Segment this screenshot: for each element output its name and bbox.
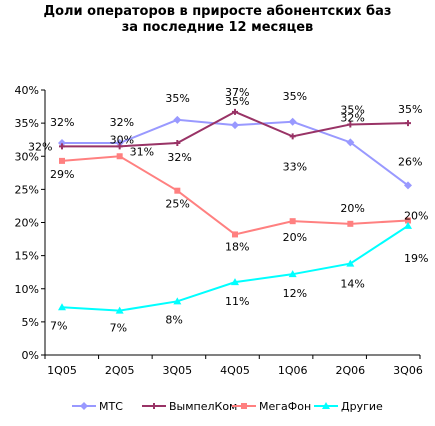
series-3-line [61, 155, 409, 236]
y-tick-label: 25% [15, 183, 39, 196]
series-1-point [231, 121, 239, 130]
legend-label-2: ВымпелКом [169, 400, 237, 413]
series-4-point [404, 221, 412, 229]
series-2-data-label: 37% [225, 86, 249, 99]
x-tick-label: 4Q05 [220, 364, 250, 377]
y-tick-label: 40% [15, 84, 39, 97]
x-tick-label: 1Q06 [278, 364, 308, 377]
series-1-point [115, 139, 124, 147]
series-2-point [405, 120, 411, 127]
series-4-point [346, 259, 355, 267]
series-1-data-label: 35% [283, 90, 307, 103]
series-2-data-label: 35% [398, 103, 422, 116]
y-tick-label: 20% [15, 217, 39, 230]
series-3-data-label: 20% [283, 231, 307, 244]
series-3-data-label: 29% [50, 168, 74, 181]
series-4-data-label: 7% [110, 322, 127, 335]
series-4-point [115, 306, 124, 314]
x-tick-label: 2Q06 [336, 364, 366, 377]
y-tick-label: 10% [15, 283, 39, 296]
series-1-data-label: 32% [340, 111, 364, 124]
x-tick-label: 3Q06 [393, 364, 423, 377]
series-4-data-label: 8% [165, 313, 182, 326]
series-2-point [174, 140, 181, 146]
legend-label-4: Другие [341, 400, 383, 413]
series-1-line [62, 118, 409, 187]
series-1-point [346, 138, 355, 147]
legend-label-1: МТС [99, 400, 123, 413]
series-4-data-label: 11% [225, 295, 249, 308]
series-4-data-label: 19% [404, 252, 428, 265]
series-1-data-label: 26% [398, 155, 422, 168]
series-3-data-label: 20% [404, 210, 428, 223]
series-1-data-label: 35% [225, 95, 249, 108]
series-2-point [116, 143, 123, 150]
series-4-point [288, 270, 297, 278]
series-3-point [232, 231, 238, 238]
series-1-point [288, 117, 297, 126]
series-3-point [405, 217, 411, 224]
series-4-point [231, 278, 239, 286]
legend-label-3: МегаФон [259, 400, 311, 413]
legend-marker-3 [241, 403, 247, 409]
series-4-data-label: 14% [340, 278, 364, 291]
series-2-point [232, 108, 238, 115]
chart-title: Доли операторов в приросте абонентских б… [0, 4, 435, 36]
legend-marker-1 [80, 402, 88, 410]
y-tick-label: 0% [22, 349, 39, 362]
series-1-data-label: 35% [165, 92, 189, 105]
series-1-point [58, 139, 66, 147]
x-tick-label: 2Q05 [105, 364, 135, 377]
series-3-data-label: 18% [225, 240, 249, 253]
series-3-point [347, 220, 354, 227]
series-2-point [289, 133, 296, 140]
series-4-data-label: 12% [283, 287, 307, 300]
y-tick-label: 35% [15, 117, 39, 130]
chart-title-line2: за последние 12 месяцев [121, 20, 314, 35]
series-1-point [173, 115, 182, 124]
series-3-data-label: 30% [110, 133, 134, 146]
series-2-data-label: 32% [167, 151, 191, 164]
x-tick-label: 1Q05 [47, 364, 77, 377]
series-1-data-label: 32% [110, 116, 134, 129]
series-2-data-label: 35% [340, 103, 364, 116]
y-tick-label: 15% [15, 250, 39, 263]
series-2-data-label: 32% [28, 140, 52, 153]
series-2-data-label: 31% [130, 145, 154, 158]
series-2-data-label: 33% [283, 160, 307, 173]
series-4-data-label: 7% [50, 319, 67, 332]
series-1-data-label: 32% [50, 116, 74, 129]
series-4-point [58, 303, 66, 311]
series-3-point [116, 153, 123, 160]
legend-marker-4 [322, 402, 330, 409]
y-tick-label: 30% [15, 150, 39, 163]
series-3-data-label: 20% [340, 202, 364, 215]
series-3-data-label: 25% [165, 198, 189, 211]
series-2-point [59, 143, 65, 150]
series-3-point [174, 187, 181, 194]
series-3-point [289, 218, 296, 225]
chart-title-line1: Доли операторов в приросте абонентских б… [43, 4, 392, 19]
y-tick-label: 5% [22, 316, 39, 329]
series-1-point [404, 181, 412, 190]
series-2-point [347, 121, 354, 128]
x-tick-label: 3Q05 [163, 364, 193, 377]
series-3-point [59, 157, 65, 164]
series-4-point [173, 297, 182, 305]
legend-marker-2 [151, 403, 157, 409]
